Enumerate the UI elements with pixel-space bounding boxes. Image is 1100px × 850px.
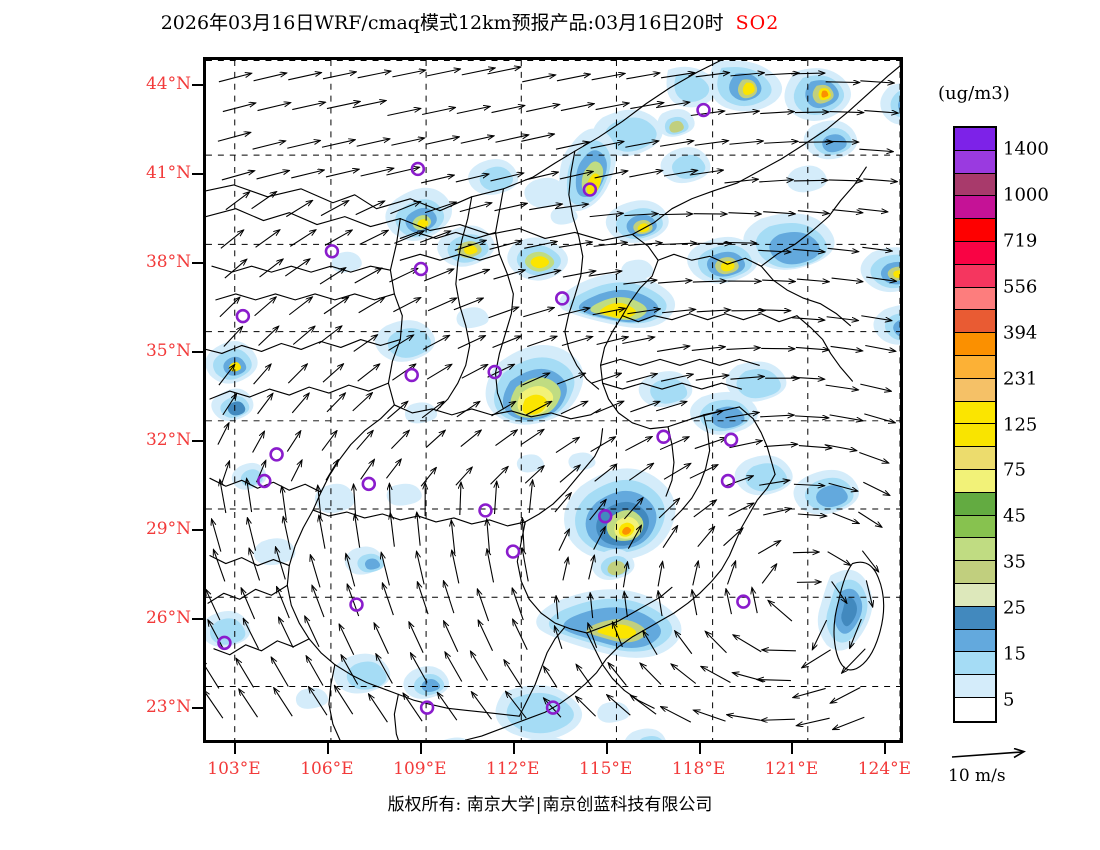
colorbar-cell-19 — [955, 561, 995, 584]
colorbar-cell-20 — [955, 583, 995, 607]
colorbar-tick-labels: 1400 1000 719 556 394 231 125 75 45 35 25 15 5 — [1003, 126, 1095, 723]
colorbar-cell-12 — [955, 401, 995, 425]
copyright-footer: 版权所有: 南京大学|南京创蓝科技有限公司 — [0, 790, 1100, 815]
lon-tick-mark — [791, 743, 794, 754]
map-canvas — [206, 60, 900, 740]
lon-tick-label-103°E: 103°E — [207, 759, 261, 779]
lon-tick-mark — [326, 743, 329, 754]
concentration-colorbar[interactable] — [953, 126, 997, 723]
title-text: 2026年03月16日WRF/cmaq模式12km预报产品:03月16日20时 — [160, 12, 724, 34]
so2-concentration-field — [206, 60, 900, 740]
lat-tick-mark — [192, 351, 203, 353]
colorbar-cell-3 — [955, 196, 995, 220]
lat-tick-mark — [192, 261, 203, 264]
wind-arrow-icon — [951, 748, 1026, 759]
colorbar-label-75: 75 — [1003, 459, 1026, 481]
lon-tick-mark — [605, 743, 608, 754]
colorbar-label-1000: 1000 — [1003, 184, 1049, 206]
colorbar-label-35: 35 — [1003, 551, 1026, 573]
colorbar-cell-0 — [955, 128, 995, 151]
colorbar-cell-13 — [955, 424, 995, 448]
colorbar-label-45: 45 — [1003, 505, 1026, 527]
colorbar-cell-4 — [955, 219, 995, 242]
colorbar-cell-8 — [955, 310, 995, 334]
colorbar-cell-5 — [955, 241, 995, 265]
colorbar-cell-1 — [955, 150, 995, 174]
footer-organization: 南京创蓝科技有限公司 — [542, 795, 713, 815]
lon-tick-mark — [233, 743, 236, 754]
colorbar-label-5: 5 — [1003, 689, 1015, 711]
page-title: 2026年03月16日WRF/cmaq模式12km预报产品:03月16日20时 S… — [0, 8, 940, 35]
lon-tick-label-121°E: 121°E — [764, 759, 819, 779]
colorbar-label-719: 719 — [1003, 230, 1038, 252]
forecast-map-plot[interactable] — [203, 57, 903, 743]
lon-tick-label-109°E: 109°E — [393, 759, 447, 779]
colorbar-cell-25 — [955, 697, 995, 721]
lat-tick-label-26°N: 26°N — [145, 608, 191, 629]
copyright-owner: 版权所有: 南京大学 — [387, 795, 535, 815]
lat-tick-mark — [192, 440, 203, 443]
lat-tick-mark — [192, 83, 203, 86]
colorbar-cell-23 — [955, 652, 995, 676]
lat-tick-mark — [192, 618, 203, 621]
colorbar-cell-2 — [955, 173, 995, 197]
lat-tick-mark — [192, 529, 203, 532]
lat-tick-label-44°N: 44°N — [145, 73, 191, 94]
lon-tick-mark — [884, 743, 887, 754]
colorbar-cell-17 — [955, 515, 995, 539]
lat-tick-label-23°N: 23°N — [145, 697, 191, 718]
lon-tick-mark — [419, 743, 422, 754]
colorbar-label-125: 125 — [1003, 414, 1038, 435]
colorbar-cell-10 — [955, 355, 995, 379]
lat-tick-label-38°N: 38°N — [145, 251, 191, 272]
lon-tick-label-115°E: 115°E — [578, 759, 633, 779]
colorbar-cell-22 — [955, 629, 995, 653]
colorbar-cell-7 — [955, 287, 995, 311]
colorbar-label-15: 15 — [1003, 643, 1026, 665]
title-species: SO2 — [735, 12, 780, 34]
lon-tick-label-112°E: 112°E — [486, 759, 540, 779]
wind-vector-field — [206, 67, 898, 729]
lat-tick-mark — [192, 707, 203, 710]
colorbar-label-1400: 1400 — [1003, 138, 1049, 160]
colorbar-cell-9 — [955, 333, 995, 356]
colorbar-cell-14 — [955, 447, 995, 470]
lat-tick-label-35°N: 35°N — [145, 341, 191, 361]
lon-tick-mark — [698, 743, 701, 754]
lon-tick-mark — [512, 743, 515, 754]
wind-scale-label: 10 m/s — [948, 766, 1006, 786]
colorbar-cell-18 — [955, 538, 995, 562]
footer-separator: | — [535, 795, 542, 815]
colorbar-units-label: (ug/m3) — [938, 83, 1010, 104]
lon-tick-label-106°E: 106°E — [300, 759, 354, 779]
colorbar-label-394: 394 — [1003, 322, 1038, 344]
colorbar-label-231: 231 — [1003, 368, 1038, 390]
lon-tick-label-124°E: 124°E — [857, 759, 912, 779]
lat-tick-label-41°N: 41°N — [145, 162, 191, 183]
colorbar-cell-6 — [955, 264, 995, 288]
wind-scale-key — [948, 748, 1088, 764]
colorbar-label-556: 556 — [1003, 276, 1038, 298]
lon-tick-label-118°E: 118°E — [671, 759, 726, 779]
lat-tick-mark — [192, 172, 203, 175]
colorbar-cell-16 — [955, 492, 995, 516]
colorbar-cell-11 — [955, 378, 995, 402]
city-site-markers — [217, 102, 751, 715]
lat-tick-label-32°N: 32°N — [145, 430, 191, 451]
colorbar-cell-21 — [955, 606, 995, 630]
colorbar-cell-24 — [955, 675, 995, 698]
lat-tick-label-29°N: 29°N — [145, 519, 191, 540]
colorbar-cell-15 — [955, 469, 995, 493]
colorbar-label-25: 25 — [1003, 597, 1026, 619]
